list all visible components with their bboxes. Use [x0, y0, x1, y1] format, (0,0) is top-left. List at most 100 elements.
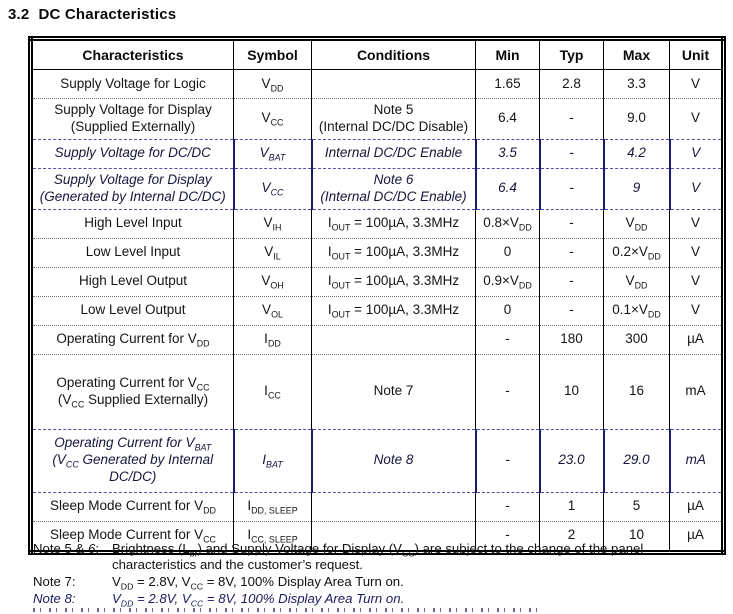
cell-symbol: ICC, SLEEP [233, 520, 312, 553]
cell-symbol: ICC [233, 353, 312, 430]
cell-conditions [311, 324, 476, 355]
cell-unit: mA [668, 428, 725, 493]
cell-typ: - [539, 98, 604, 140]
table-row: Low Level Input VIL IOUT = 100µA, 3.3MHz 0-… [30, 237, 724, 268]
table-row: Sleep Mode Current for VCC ICC, SLEEP -2 10… [30, 520, 724, 553]
cell-symbol: VOL [233, 295, 312, 326]
cell-symbol: VDD [233, 69, 312, 99]
cell-unit: µA [669, 520, 724, 553]
cell-max: 4.2 [602, 138, 671, 169]
table-row: Sleep Mode Current for VDD IDD, SLEEP -1 5 µ… [30, 491, 724, 522]
note-text: VDD = 2.8V, VCC = 8V, 100% Display Area … [112, 574, 404, 592]
dc-characteristics-table: Characteristics Symbol Conditions Min Typ Max… [28, 36, 726, 555]
cell-max: 5 [603, 491, 670, 522]
cell-characteristics: Operating Current for VDD [30, 324, 234, 355]
cell-min: - [475, 491, 540, 522]
cell-min: - [475, 353, 540, 430]
note-line: Note 5 & 6: Brightness (Lbr) and Supply V… [33, 541, 731, 573]
cell-typ: - [539, 237, 604, 268]
table-row: Operating Current for VDD IDD -180 300 µA [30, 324, 724, 355]
cell-symbol: VIH [233, 208, 312, 239]
section-number: 3.2 [8, 6, 30, 23]
cell-typ: - [539, 266, 604, 297]
cell-max: 0.1×VDD [603, 295, 670, 326]
table-row: Supply Voltage for Display (Generated by … [29, 167, 725, 210]
cell-characteristics: High Level Input [30, 208, 234, 239]
cell-max: 3.3 [603, 69, 670, 99]
cell-max: VDD [603, 266, 670, 297]
note-line: Note 7: VDD = 2.8V, VCC = 8V, 100% Displa… [33, 574, 731, 592]
note-line: Note 8: VDD = 2.8V, VCC = 8V, 100% Displa… [33, 591, 731, 609]
cell-symbol: IBAT [232, 428, 313, 493]
cell-conditions: IOUT = 100µA, 3.3MHz [311, 237, 476, 268]
cell-conditions: IOUT = 100µA, 3.3MHz [311, 266, 476, 297]
table-row: Operating Current for VBAT (VCC Generated… [29, 428, 725, 493]
cell-characteristics: High Level Output [30, 266, 234, 297]
note-label: Note 8: [33, 591, 76, 606]
cell-symbol: VOH [233, 266, 312, 297]
cell-characteristics: Operating Current for VBAT (VCC Generated… [29, 428, 235, 493]
column-header-min: Min [475, 38, 540, 70]
cell-min: 0.9×VDD [475, 266, 540, 297]
cell-typ: 180 [539, 324, 604, 355]
cell-max: 9.0 [603, 98, 670, 140]
cell-conditions [311, 491, 476, 522]
cell-max: 16 [603, 353, 670, 430]
cell-characteristics: Operating Current for VCC (VCC Supplied E… [30, 353, 234, 430]
cell-min: 1.65 [475, 69, 540, 99]
cell-symbol: VCC [232, 167, 313, 210]
table-row: High Level Output VOH IOUT = 100µA, 3.3MHz… [30, 266, 724, 297]
cell-unit: V [669, 266, 724, 297]
cell-unit: V [669, 237, 724, 268]
cell-typ: 2.8 [539, 69, 604, 99]
cell-unit: mA [669, 353, 724, 430]
cell-unit: V [669, 98, 724, 140]
cell-max: 29.0 [602, 428, 671, 493]
cell-characteristics: Supply Voltage for Display (Supplied Exte… [30, 98, 234, 140]
cell-max: VDD [603, 208, 670, 239]
cell-min: 0 [475, 295, 540, 326]
cell-characteristics: Low Level Input [30, 237, 234, 268]
cell-max: 9 [602, 167, 671, 210]
cell-typ: - [539, 208, 604, 239]
table-row: Low Level Output VOL IOUT = 100µA, 3.3MHz 0… [30, 295, 724, 326]
table-row: Supply Voltage for DC/DC VBAT Internal DC/… [29, 138, 725, 169]
cell-min: - [474, 428, 541, 493]
cell-conditions [311, 69, 476, 99]
cell-characteristics: Sleep Mode Current for VCC [30, 520, 234, 553]
column-header-unit: Unit [669, 38, 724, 70]
column-header-symbol: Symbol [233, 38, 312, 70]
cell-unit: µA [669, 491, 724, 522]
cell-typ: 23.0 [538, 428, 605, 493]
cell-characteristics: Sleep Mode Current for VDD [30, 491, 234, 522]
cell-max: 300 [603, 324, 670, 355]
table-header-row: Characteristics Symbol Conditions Min Typ Max… [30, 38, 724, 70]
cell-symbol: IDD, SLEEP [233, 491, 312, 522]
table-row: Operating Current for VCC (VCC Supplied E… [30, 353, 724, 430]
cell-characteristics: Low Level Output [30, 295, 234, 326]
cell-symbol: VCC [233, 98, 312, 140]
cell-min: - [475, 520, 540, 553]
cell-conditions: Note 8 [310, 428, 477, 493]
note-text: Brightness (Lbr) and Supply Voltage for … [112, 541, 644, 572]
footnotes: Note 5 & 6: Brightness (Lbr) and Supply V… [33, 541, 731, 608]
cell-symbol: VBAT [232, 138, 313, 169]
note-text: VDD = 2.8V, VCC = 8V, 100% Display Area … [112, 591, 405, 609]
cell-conditions: IOUT = 100µA, 3.3MHz [311, 295, 476, 326]
cell-conditions: Internal DC/DC Enable [310, 138, 477, 169]
cell-unit: µA [669, 324, 724, 355]
table-row: High Level Input VIH IOUT = 100µA, 3.3MHz 0… [30, 208, 724, 239]
cell-conditions: Note 7 [311, 353, 476, 430]
cell-unit: V [669, 208, 724, 239]
cell-conditions: Note 6 (Internal DC/DC Enable) [310, 167, 477, 210]
cell-min: 6.4 [474, 167, 541, 210]
column-header-conditions: Conditions [311, 38, 476, 70]
cell-min: 0 [475, 237, 540, 268]
cell-min: - [475, 324, 540, 355]
cell-unit: V [668, 167, 725, 210]
cell-characteristics: Supply Voltage for DC/DC [29, 138, 235, 169]
cell-typ: 10 [539, 353, 604, 430]
cell-symbol: VIL [233, 237, 312, 268]
cell-unit: V [668, 138, 725, 169]
